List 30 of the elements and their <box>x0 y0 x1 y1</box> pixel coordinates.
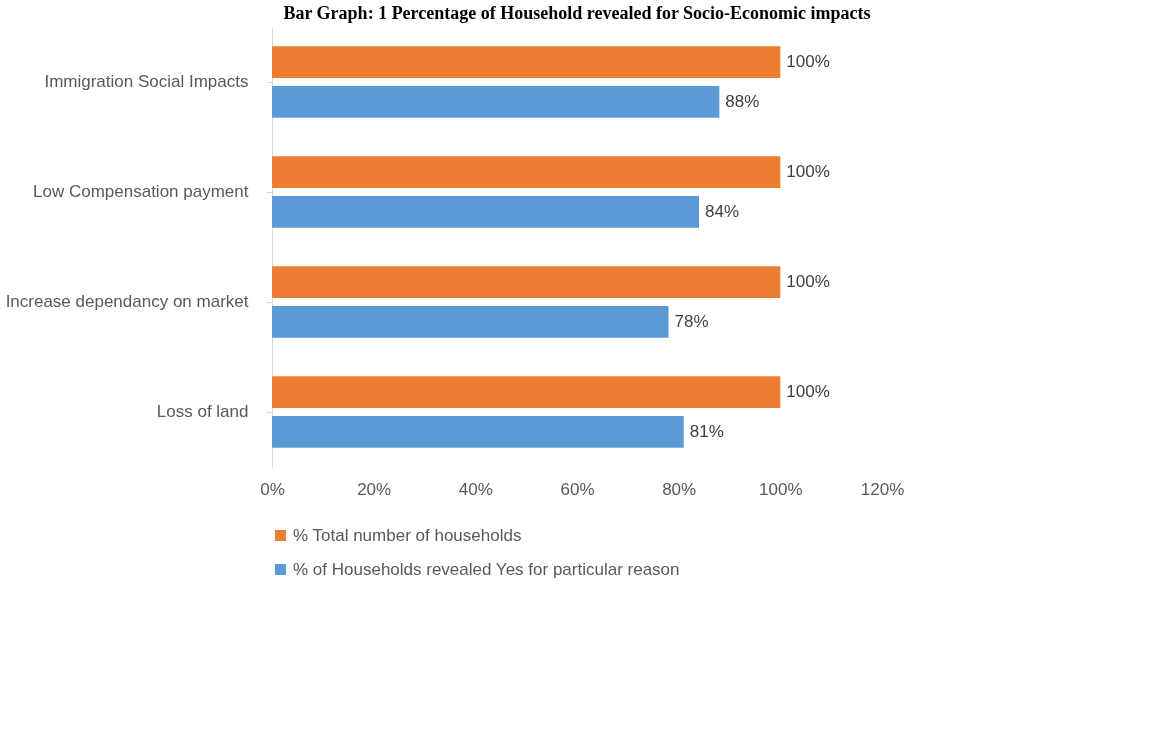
data-label: 78% <box>674 311 709 331</box>
data-label: 100% <box>786 162 830 182</box>
x-tick-label: 20% <box>357 479 392 499</box>
y-tick-label: Immigration Social Impacts <box>44 72 249 91</box>
chart-title: Bar Graph: 1 Percentage of Household revealed for Socio-Economic impacts <box>283 3 871 23</box>
data-label: 100% <box>786 382 830 402</box>
data-label: 88% <box>725 91 760 111</box>
legend-label: % of Households revealed Yes for particular reason <box>293 559 680 579</box>
bar <box>272 376 781 409</box>
legend-label: % Total number of households <box>293 525 522 545</box>
x-tick-label: 60% <box>560 479 595 499</box>
y-tick-label: Increase dependancy on market <box>5 292 249 311</box>
bar <box>272 46 781 79</box>
bar <box>272 415 684 448</box>
bar <box>272 266 781 299</box>
data-label: 100% <box>786 272 830 292</box>
x-tick-label: 80% <box>662 479 697 499</box>
x-tick-label: 40% <box>458 479 493 499</box>
bar <box>272 305 669 338</box>
y-tick-label: Low Compensation payment <box>33 182 249 201</box>
x-tick-label: 0% <box>260 479 285 499</box>
bar <box>272 85 720 118</box>
data-label: 100% <box>786 52 830 72</box>
x-tick-label: 100% <box>759 479 803 499</box>
bar <box>272 195 699 228</box>
data-label: 84% <box>705 201 740 221</box>
x-tick-label: 120% <box>860 479 905 499</box>
bar <box>272 156 781 189</box>
data-label: 81% <box>689 421 724 441</box>
y-tick-label: Loss of land <box>156 402 249 421</box>
